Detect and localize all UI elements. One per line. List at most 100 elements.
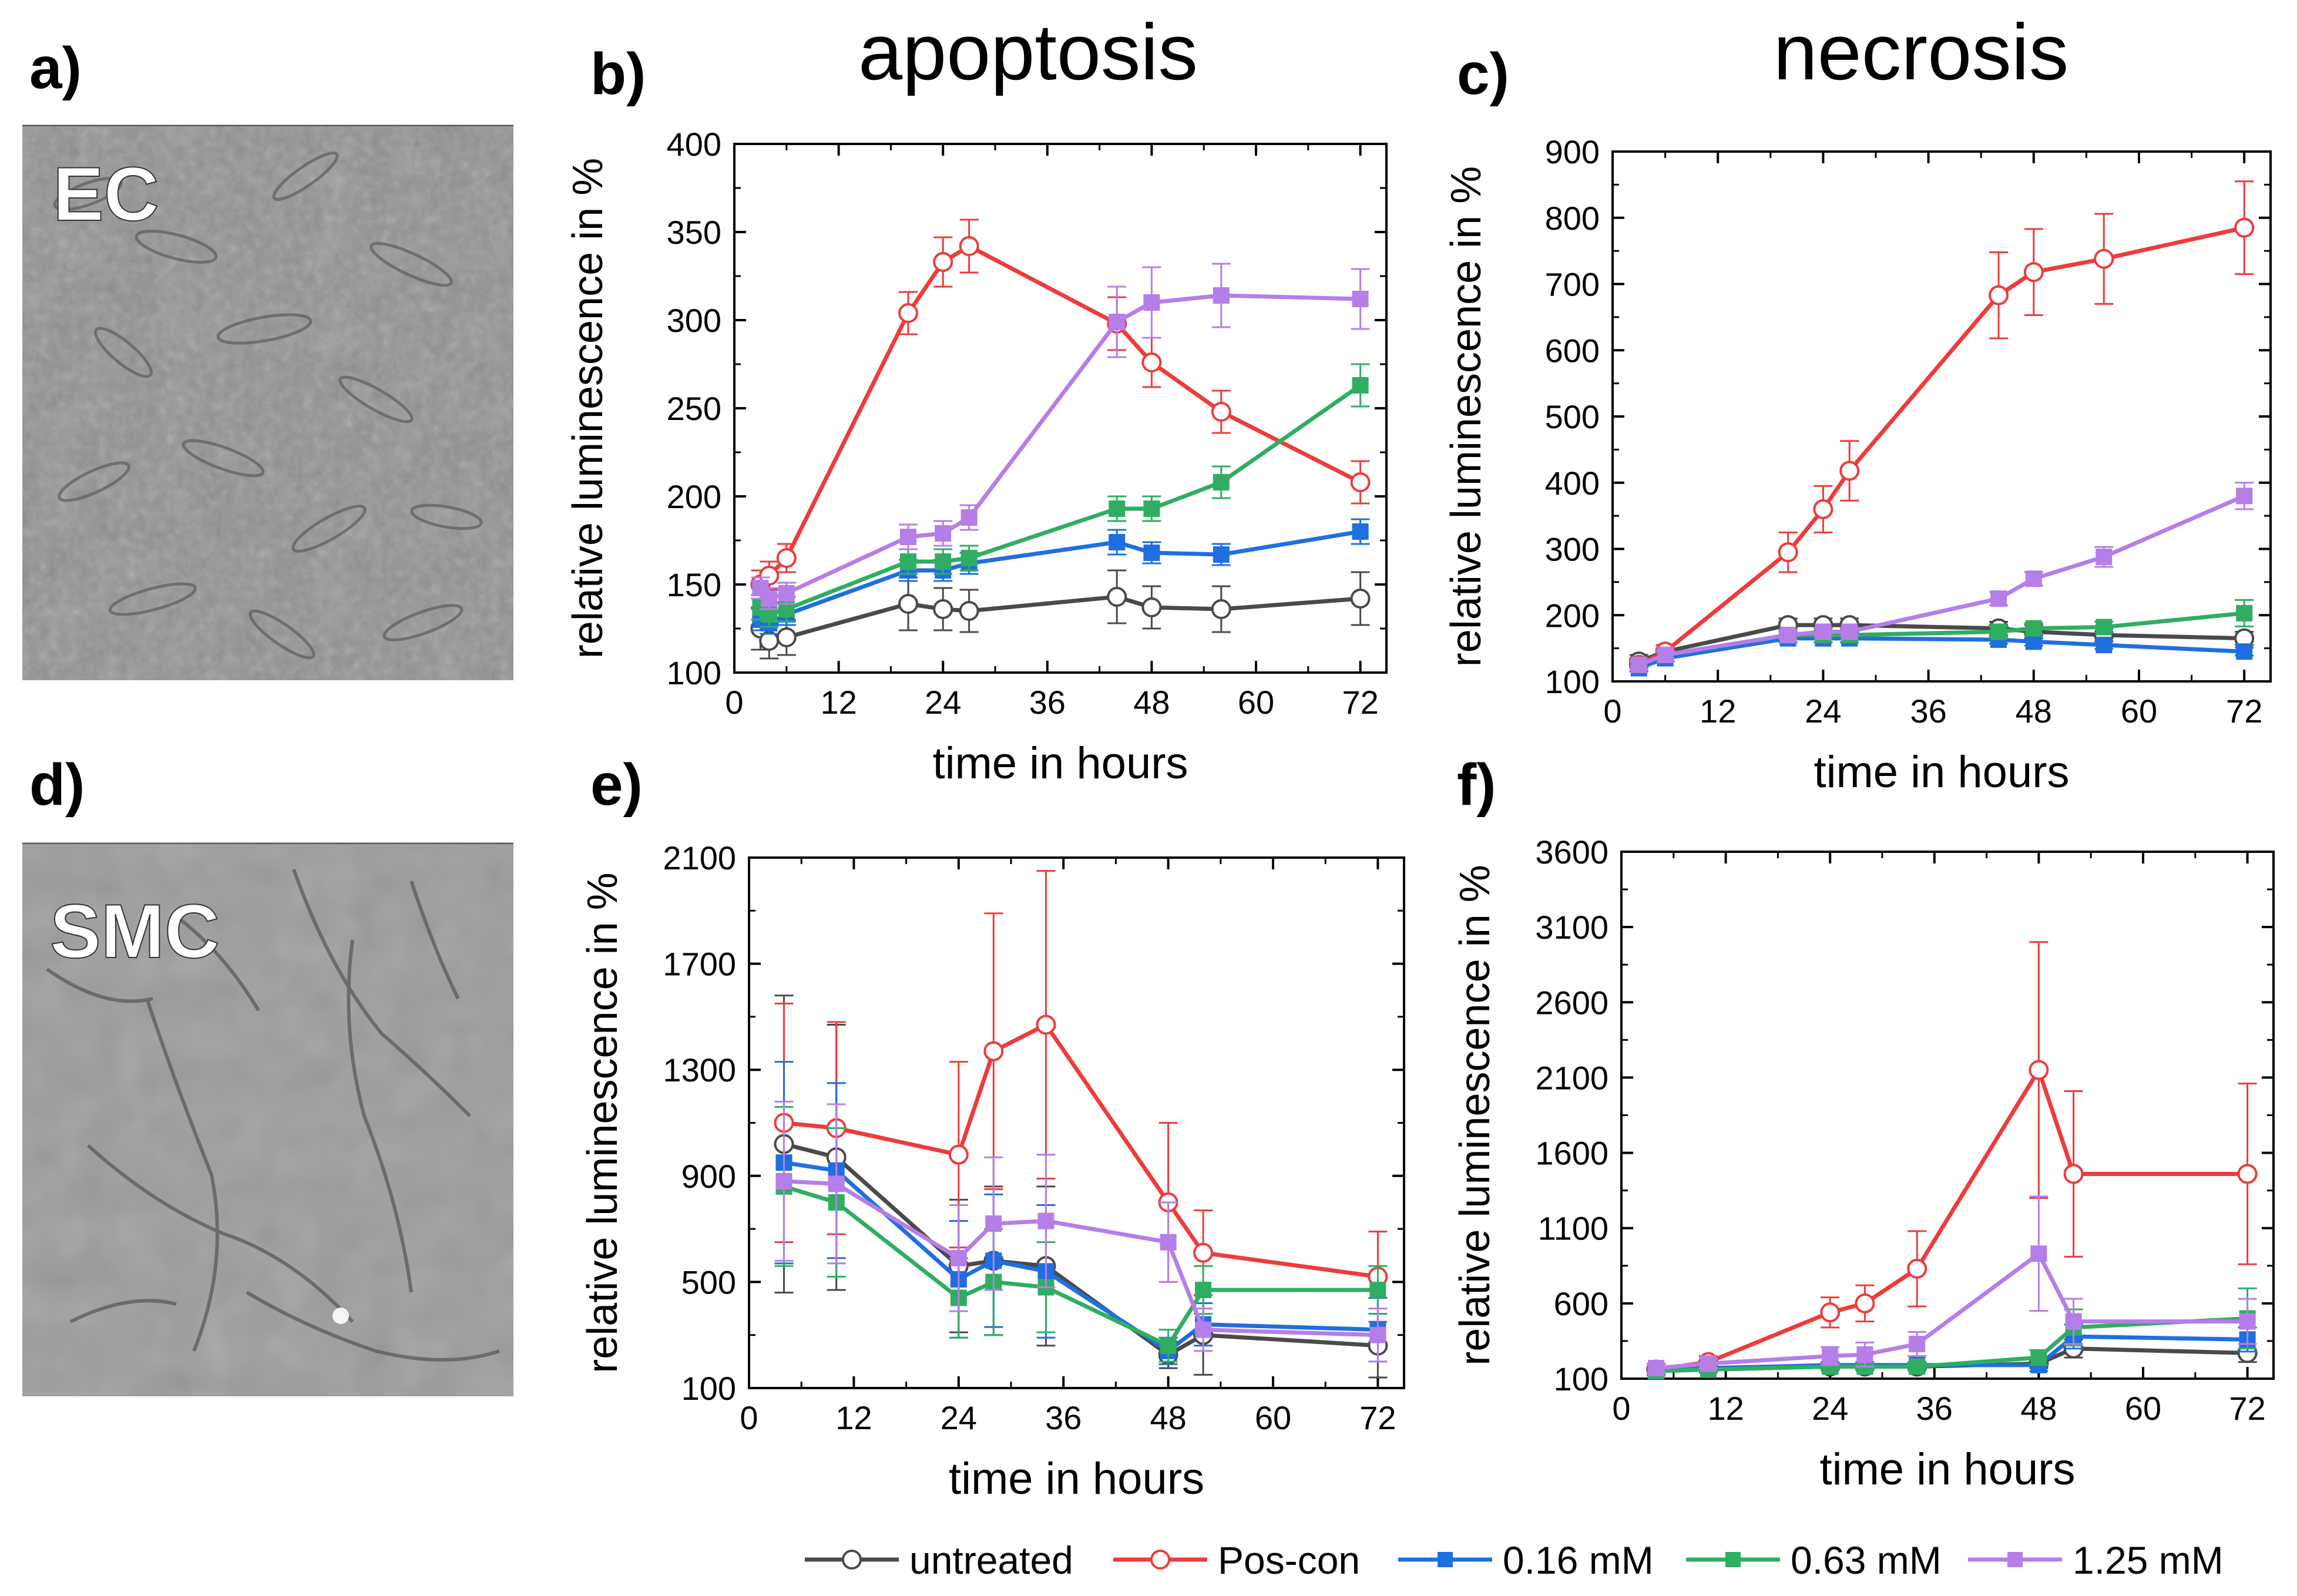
chart-b-series-0-63-mm bbox=[751, 363, 1370, 628]
chart-c-ytick-label: 500 bbox=[1545, 398, 1600, 435]
chart-f-xtick-label: 0 bbox=[1612, 1390, 1630, 1427]
chart-e-series-0-63-mm-point bbox=[1369, 1281, 1386, 1298]
legend: untreated Pos-con 0.16 mM 0.63 mM 1.25 mM bbox=[805, 1538, 2224, 1582]
panel-letter-c: c) bbox=[1457, 41, 1509, 107]
chart-f-xtick-label: 36 bbox=[1916, 1390, 1953, 1427]
chart-c-ytick-label: 900 bbox=[1545, 133, 1600, 170]
chart-c-series-pos-con-point bbox=[1989, 285, 2009, 305]
chart-f-series-1-25-mm-point bbox=[1648, 1360, 1665, 1377]
chart-b-series-pos-con-point bbox=[1211, 402, 1231, 422]
chart-e-series-1-25-mm-point bbox=[950, 1249, 967, 1266]
chart-e-series-0-16-mm bbox=[774, 1061, 1388, 1365]
legend-item-0-63-mm-label: 0.63 mM bbox=[1791, 1538, 1942, 1582]
chart-b-apoptosis-ec: 0 12 24 36 48 60 72 100 150 200 250 300 350 400 time i… bbox=[565, 126, 1388, 788]
chart-c-series-pos-con-point bbox=[2023, 262, 2044, 283]
chart-b-series-pos-con-line bbox=[758, 244, 1362, 586]
chart-c-frame bbox=[1611, 150, 2272, 683]
chart-b-series-1-25-mm-point bbox=[761, 590, 778, 607]
chart-f-series-1-25-mm-point bbox=[1822, 1348, 1839, 1365]
legend-item-untreated-marker bbox=[842, 1550, 862, 1570]
chart-b-series-1-25-mm-point bbox=[935, 525, 952, 542]
chart-e-series-1-25-mm-point bbox=[1037, 1212, 1055, 1229]
legend-item-1-25-mm: 1.25 mM bbox=[1968, 1538, 2224, 1582]
chart-e-series-1-25-mm bbox=[774, 1100, 1388, 1363]
chart-c-series-1-25-mm-point bbox=[1630, 656, 1647, 673]
micrograph-smc: SMC bbox=[22, 842, 513, 1396]
chart-b-series-untreated-point bbox=[1141, 597, 1162, 617]
chart-e-xtick-label: 60 bbox=[1255, 1399, 1291, 1436]
legend-item-0-63-mm-marker bbox=[1725, 1552, 1741, 1567]
chart-b-series-0-63-mm-point bbox=[935, 553, 952, 570]
chart-e-ytick-label: 500 bbox=[681, 1264, 736, 1301]
chart-c-series-1-25-mm-point bbox=[1841, 623, 1858, 640]
chart-b-series-0-16-mm-point bbox=[1352, 523, 1369, 540]
panel-letter-d: d) bbox=[29, 752, 85, 818]
column-title-necrosis: necrosis bbox=[1774, 8, 2069, 96]
chart-f-series-pos-con bbox=[1646, 941, 2258, 1380]
chart-e-series-0-63-mm bbox=[774, 1106, 1388, 1363]
chart-e-ytick-label: 2100 bbox=[663, 839, 736, 876]
chart-b-series-pos-con bbox=[750, 219, 1371, 600]
chart-e-series-0-63-mm-line bbox=[783, 1184, 1378, 1348]
chart-b-series-pos-con-point bbox=[776, 548, 797, 568]
chart-e-ytick-label: 900 bbox=[681, 1158, 736, 1195]
chart-b-series-0-63-mm-point bbox=[1109, 500, 1126, 517]
chart-f-series-1-25-mm-point bbox=[2030, 1245, 2047, 1262]
chart-c-series-untreated bbox=[1628, 615, 2255, 672]
chart-b-series-untreated-point bbox=[1350, 589, 1371, 609]
chart-b-series-0-63-mm-line bbox=[759, 384, 1362, 617]
chart-f-necrosis-smc: 0 12 24 36 48 60 72 100 600 1100 1600 2100 2600 3100 3… bbox=[1452, 834, 2275, 1494]
chart-b-series-0-63-mm-point bbox=[1352, 377, 1369, 394]
chart-e-series-pos-con-point bbox=[1193, 1242, 1214, 1263]
panel-letter-f: f) bbox=[1457, 752, 1496, 818]
chart-b-series-pos-con-point bbox=[1350, 472, 1371, 492]
chart-f-xtick-label: 48 bbox=[2020, 1390, 2057, 1427]
chart-b-ytick-label: 150 bbox=[667, 566, 721, 603]
chart-b-series-1-25-mm-point bbox=[1143, 294, 1160, 311]
chart-f-ytick-label: 100 bbox=[1554, 1360, 1608, 1397]
chart-e-series-1-25-mm-point bbox=[1195, 1321, 1212, 1338]
chart-c-xtick-label: 24 bbox=[1805, 693, 1841, 730]
chart-b-xtick-label: 72 bbox=[1342, 684, 1378, 721]
chart-f-series-0-63-mm bbox=[1647, 1287, 2257, 1380]
chart-f-series-pos-con-point bbox=[2029, 1060, 2049, 1080]
chart-b-ytick-label: 300 bbox=[667, 302, 721, 339]
panel-letter-a: a) bbox=[29, 35, 82, 101]
chart-f-ytick-label: 3100 bbox=[1535, 909, 1608, 946]
chart-b-series-pos-con-point bbox=[959, 236, 979, 256]
chart-b-series-1-25-mm-point bbox=[900, 529, 916, 545]
chart-c-ytick-label: 300 bbox=[1545, 531, 1600, 568]
chart-c-series-0-63-mm-point bbox=[1990, 623, 2007, 640]
chart-c-series-0-63-mm-point bbox=[2236, 604, 2253, 621]
chart-b-xtick-label: 48 bbox=[1133, 684, 1170, 721]
micrograph-label-smc: SMC bbox=[50, 888, 220, 974]
chart-f-ytick-label: 2100 bbox=[1535, 1059, 1608, 1096]
chart-b-series-1-25-mm-point bbox=[1213, 287, 1230, 304]
chart-f-xtick-label: 12 bbox=[1707, 1390, 1744, 1427]
chart-c-ytick-label: 600 bbox=[1545, 332, 1600, 369]
chart-b-series-untreated-point bbox=[898, 594, 918, 614]
chart-b-xtick-label: 60 bbox=[1238, 684, 1274, 721]
chart-e-series-1-25-mm-point bbox=[828, 1175, 845, 1192]
chart-c-series-0-16-mm-point bbox=[2095, 636, 2113, 653]
chart-c-ytick-label: 400 bbox=[1545, 465, 1600, 502]
chart-e-xtick-label: 24 bbox=[941, 1399, 977, 1436]
chart-f-xtick-label: 60 bbox=[2125, 1390, 2161, 1427]
chart-f-series-untreated bbox=[1646, 1338, 2258, 1380]
legend-item-0-63-mm: 0.63 mM bbox=[1686, 1538, 1942, 1582]
chart-b-series-0-16-mm-line bbox=[760, 529, 1361, 626]
chart-f-series-pos-con-point bbox=[1907, 1258, 1927, 1279]
chart-c-series-1-25-mm-point bbox=[2236, 488, 2253, 505]
chart-c-xtick-label: 72 bbox=[2226, 693, 2262, 730]
chart-b-series-untreated-point bbox=[776, 627, 797, 647]
chart-f-series-1-25-mm-point bbox=[2065, 1313, 2082, 1330]
chart-c-series-1-25-mm-point bbox=[1815, 623, 1832, 640]
chart-b-series-0-63-mm-point bbox=[1213, 474, 1230, 490]
chart-e-series-pos-con-point bbox=[948, 1144, 969, 1165]
chart-f-series-pos-con-point bbox=[2237, 1164, 2258, 1184]
chart-e-xtick-label: 72 bbox=[1359, 1399, 1396, 1436]
panel-letter-e: e) bbox=[590, 752, 643, 818]
chart-c-xtick-label: 60 bbox=[2121, 693, 2157, 730]
chart-c-series-pos-con-point bbox=[2234, 217, 2255, 238]
chart-f-series-1-25-mm-point bbox=[1909, 1336, 1926, 1353]
